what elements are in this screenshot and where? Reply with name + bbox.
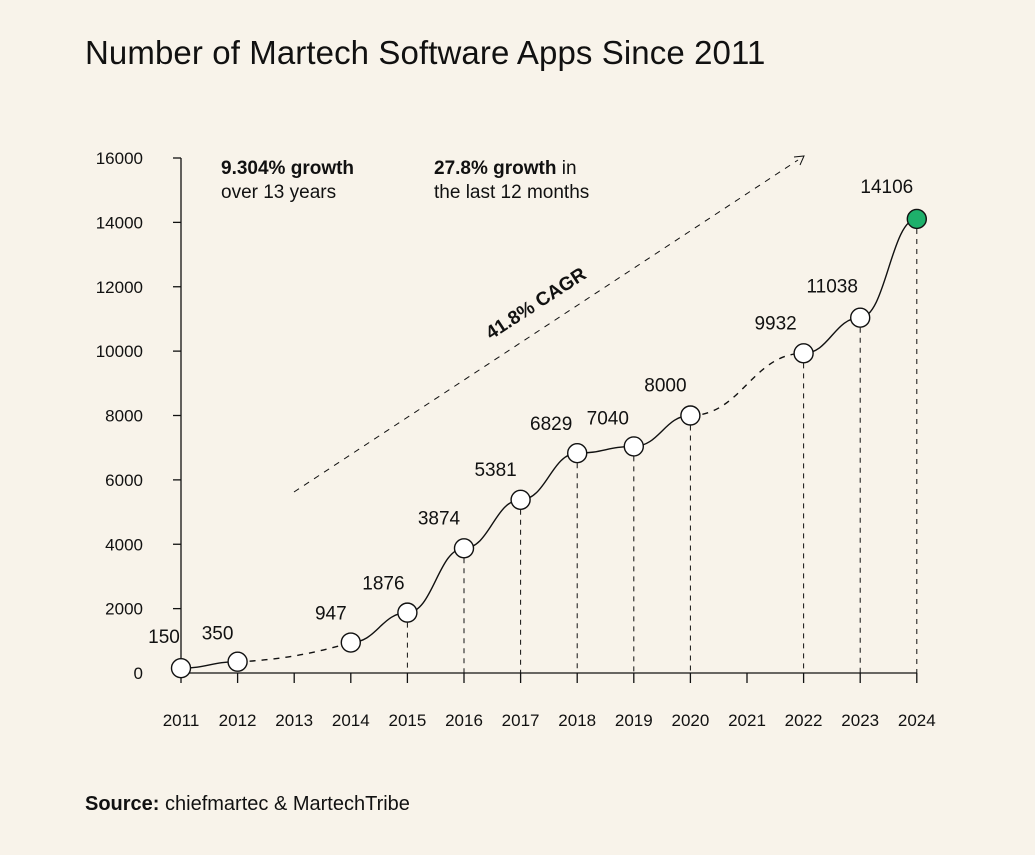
data-point — [453, 538, 475, 559]
series-segment-dashed — [237, 641, 352, 663]
annotation-growth-recent: 27.8% growth in — [434, 158, 577, 179]
cagr-arrow-head — [793, 155, 805, 166]
x-tick-label: 2024 — [898, 711, 936, 730]
annotation-growth-total: 9.304% growth — [221, 158, 354, 179]
data-point — [850, 307, 871, 328]
cagr-trend-line — [293, 159, 799, 493]
x-tick-label: 2020 — [671, 711, 709, 730]
y-tick-label: 4000 — [105, 535, 143, 554]
x-tick-label: 2017 — [502, 711, 540, 730]
data-label: 350 — [202, 624, 234, 645]
annotation-growth-recent-bold: 27.8% growth — [434, 158, 556, 179]
data-point — [340, 632, 361, 653]
x-tick-label: 2014 — [332, 711, 370, 730]
trend-layer — [293, 155, 805, 493]
x-tick-label: 2016 — [445, 711, 483, 730]
data-point — [227, 651, 248, 672]
x-tick-label: 2013 — [275, 711, 313, 730]
annotation-growth-recent-sub: the last 12 months — [434, 182, 589, 203]
series-segment — [463, 499, 521, 550]
annotation-growth-total-sub: over 13 years — [221, 182, 336, 203]
x-tick-label: 2015 — [388, 711, 426, 730]
data-label: 7040 — [587, 408, 629, 429]
data-label: 150 — [148, 627, 180, 648]
source-label: Source: — [85, 793, 160, 815]
data-point — [510, 489, 531, 510]
point-layer — [170, 208, 927, 679]
data-point — [567, 442, 588, 464]
annotation-growth-total-bold: 9.304% growth — [221, 158, 354, 179]
data-point — [793, 343, 814, 364]
x-tick-label: 2012 — [219, 711, 257, 730]
axis-layer: 0 2000 4000 6000 8000 10000 12000 14000 16000 201… — [96, 149, 936, 730]
x-tick-label: 2019 — [615, 711, 653, 730]
y-tick-label: 2000 — [105, 600, 143, 619]
x-tick-label: 2011 — [163, 711, 200, 730]
data-label: 11038 — [806, 277, 857, 298]
data-point — [680, 405, 701, 426]
y-tick-label: 14000 — [96, 213, 143, 232]
x-tick-label: 2021 — [728, 711, 766, 730]
y-tick-label: 12000 — [96, 278, 143, 297]
data-label: 5381 — [474, 460, 516, 481]
data-point-highlight — [906, 208, 927, 230]
x-tick-label: 2022 — [785, 711, 823, 730]
data-point — [623, 436, 644, 457]
data-label: 14106 — [860, 177, 913, 198]
data-label: 8000 — [644, 376, 686, 397]
y-tick-label: 6000 — [105, 471, 143, 490]
x-tick-label: 2023 — [841, 711, 879, 730]
data-point — [170, 657, 192, 679]
series-segment — [407, 547, 465, 614]
data-point — [397, 602, 418, 623]
y-tick-label: 8000 — [105, 407, 143, 426]
annotation-layer: 9.304% growth over 13 years 27.8% growth… — [221, 158, 590, 344]
y-tick-label: 16000 — [96, 149, 143, 168]
data-label: 6829 — [530, 414, 572, 435]
data-label: 9932 — [754, 313, 796, 334]
source-text: chiefmartec & MartechTribe — [159, 793, 410, 815]
data-label: 947 — [315, 604, 347, 625]
series-segment-dashed — [690, 352, 804, 417]
label-layer: 150 350 947 1876 3874 5381 6829 7040 8000 9932 110… — [148, 177, 913, 648]
source-line: Source: chiefmartec & MartechTribe — [85, 793, 410, 816]
data-label: 3874 — [418, 508, 461, 529]
y-tick-label: 10000 — [96, 342, 143, 361]
annotation-growth-recent-suffix: in — [556, 158, 576, 179]
series-segment — [520, 452, 578, 501]
x-tick-label: 2018 — [558, 711, 596, 730]
y-tick-label: 0 — [134, 664, 143, 683]
data-label: 1876 — [362, 574, 404, 595]
chart-title: Number of Martech Software Apps Since 20… — [85, 34, 766, 71]
series-segment — [860, 218, 917, 319]
